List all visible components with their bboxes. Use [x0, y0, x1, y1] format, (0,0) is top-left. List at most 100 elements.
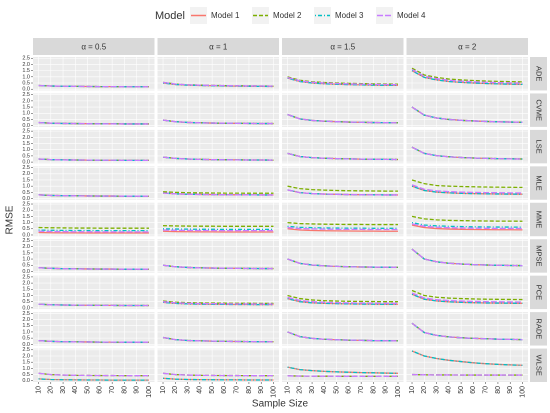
- y-axis-label: RMSE: [5, 205, 16, 234]
- panel: [406, 275, 528, 310]
- line: [411, 184, 523, 194]
- x-tick-label: 10: [160, 386, 167, 394]
- panel: [157, 202, 279, 237]
- strip-label: MME: [535, 211, 544, 229]
- legend-label: Model 1: [211, 11, 240, 20]
- line: [38, 229, 149, 232]
- line: [287, 228, 398, 232]
- x-tick-label: 70: [109, 386, 116, 394]
- y-tick-label: 1.5: [22, 287, 30, 293]
- line: [38, 230, 149, 233]
- y-tick-label: 2.0: [22, 353, 30, 359]
- y-tick-label: 2.5: [22, 201, 30, 207]
- x-tick-label: 40: [321, 386, 328, 394]
- line: [411, 350, 523, 366]
- line: [163, 229, 274, 232]
- y-tick-label: 2.0: [22, 281, 30, 287]
- y-tick-label: 0.5: [22, 117, 30, 123]
- line: [411, 215, 523, 222]
- strip: [530, 239, 547, 273]
- line: [163, 225, 274, 227]
- y-tick-label: 1.5: [22, 360, 30, 366]
- y-tick-label: 1.0: [22, 184, 30, 190]
- y-tick-label: 1.0: [22, 147, 30, 153]
- y-tick-label: 1.0: [22, 220, 30, 226]
- strip: [157, 38, 279, 55]
- y-tick-label: 2.5: [22, 92, 30, 98]
- line: [411, 293, 523, 304]
- panel: [282, 348, 404, 382]
- x-tick-label: 10: [409, 386, 416, 394]
- y-tick-label: 0.5: [22, 80, 30, 86]
- y-tick-label: 0.5: [22, 263, 30, 269]
- panel: [33, 275, 155, 310]
- strip-label: PCE: [535, 285, 544, 300]
- panel: [33, 166, 155, 200]
- x-axis-label: Sample Size: [252, 399, 309, 410]
- y-tick-label: 2.5: [22, 56, 30, 62]
- y-tick-label: 1.5: [22, 177, 30, 183]
- y-tick-label: 2.0: [22, 244, 30, 250]
- y-tick-label: 1.5: [22, 141, 30, 147]
- line: [163, 228, 274, 231]
- panel: [33, 312, 155, 346]
- line: [162, 301, 274, 305]
- y-tick-label: 2.5: [22, 347, 30, 353]
- strip: [530, 57, 547, 91]
- line: [287, 221, 398, 226]
- y-tick-label: 1.0: [22, 366, 30, 372]
- line: [287, 297, 398, 305]
- x-tick-label: 100: [270, 386, 277, 398]
- line: [162, 119, 274, 125]
- x-tick-label: 90: [258, 386, 265, 394]
- line: [411, 68, 523, 84]
- panel: [157, 312, 279, 346]
- x-tick-label: 70: [483, 386, 490, 394]
- x-tick-label: 80: [370, 386, 377, 394]
- line: [162, 156, 274, 161]
- y-tick-label: 2.0: [22, 171, 30, 177]
- legend-label: Model 4: [397, 11, 426, 20]
- panel: [157, 348, 279, 382]
- y-tick-label: 2.0: [22, 208, 30, 214]
- x-tick-label: 100: [519, 386, 526, 398]
- legend-key: [376, 7, 393, 24]
- x-tick-label: 30: [309, 386, 316, 394]
- line: [411, 221, 523, 228]
- line: [411, 146, 523, 160]
- panel: [282, 129, 404, 164]
- x-tick-label: 80: [495, 386, 502, 394]
- strip: [530, 93, 547, 127]
- y-tick-label: 2.5: [22, 129, 30, 135]
- y-tick-label: 0.0: [22, 305, 30, 311]
- legend-title: Model: [155, 10, 185, 22]
- y-tick-label: 0.5: [22, 190, 30, 196]
- x-tick-label: 60: [221, 386, 228, 394]
- strip: [530, 275, 547, 310]
- strip: [530, 312, 547, 346]
- line: [287, 113, 398, 124]
- strip-label: WLSE: [535, 355, 544, 376]
- y-tick-label: 0.0: [22, 269, 30, 275]
- x-tick-label: 100: [146, 386, 153, 398]
- x-tick-label: 70: [358, 386, 365, 394]
- panel: [33, 348, 155, 382]
- line: [162, 372, 274, 377]
- panel: [406, 166, 528, 200]
- strip: [33, 38, 155, 55]
- strip-label: LSE: [535, 140, 544, 154]
- y-tick-label: 1.0: [22, 256, 30, 262]
- strip-label: α = 1.5: [330, 43, 355, 52]
- line: [162, 81, 274, 87]
- y-tick-label: 1.5: [22, 250, 30, 256]
- panel: [33, 129, 155, 164]
- line: [411, 70, 523, 86]
- panel: [33, 57, 155, 91]
- x-tick-label: 10: [35, 386, 42, 394]
- line: [287, 152, 398, 161]
- line: [287, 331, 398, 342]
- y-tick-label: 1.5: [22, 323, 30, 329]
- y-tick-label: 1.0: [22, 111, 30, 117]
- line: [162, 377, 274, 381]
